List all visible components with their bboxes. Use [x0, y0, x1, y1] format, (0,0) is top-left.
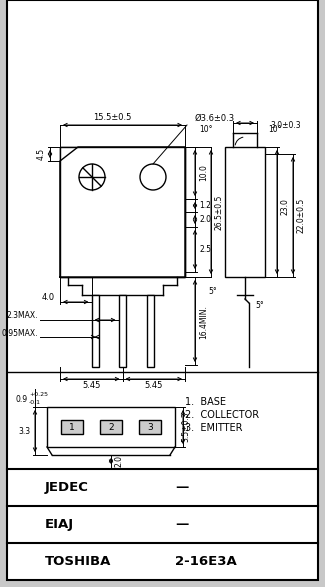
Text: +0.25: +0.25	[29, 392, 48, 396]
Bar	[100, 420, 122, 434]
Text: 3.  EMITTER: 3. EMITTER	[185, 423, 242, 433]
Text: 1.  BASE: 1. BASE	[185, 397, 226, 407]
Text: Ø3.6±0.3: Ø3.6±0.3	[195, 113, 235, 123]
Text: 4.0: 4.0	[42, 292, 55, 302]
Text: 3: 3	[147, 423, 153, 431]
Text: 3.0±0.3: 3.0±0.3	[270, 120, 301, 130]
Text: 26.5±0.5: 26.5±0.5	[215, 194, 224, 230]
Text: 0.95MAX.: 0.95MAX.	[2, 329, 38, 338]
Text: 4.5: 4.5	[37, 148, 46, 160]
Text: EIAJ: EIAJ	[45, 518, 74, 531]
Text: 2.5: 2.5	[199, 245, 211, 254]
Bar	[61, 420, 83, 434]
Text: 2.  COLLECTOR: 2. COLLECTOR	[185, 410, 259, 420]
Text: —: —	[175, 481, 188, 494]
Text: 2-16E3A: 2-16E3A	[175, 555, 237, 568]
Bar	[119, 295, 125, 367]
Bar	[60, 147, 185, 277]
Text: 1: 1	[69, 423, 75, 431]
Bar	[225, 147, 265, 277]
Text: 15.5±0.5: 15.5±0.5	[93, 113, 132, 123]
Text: 5°: 5°	[255, 301, 264, 309]
Text: —: —	[175, 518, 188, 531]
Text: 10.0: 10.0	[199, 164, 208, 181]
Text: 1.2: 1.2	[199, 201, 211, 210]
Bar	[147, 295, 153, 367]
Text: 5.45: 5.45	[82, 382, 100, 390]
Text: 16.4MIN.: 16.4MIN.	[199, 305, 208, 339]
Text: -0.1: -0.1	[29, 400, 41, 404]
Bar	[47, 407, 175, 447]
Text: 10°: 10°	[268, 124, 281, 133]
Text: 10°: 10°	[200, 124, 213, 133]
Text: 5.45: 5.45	[145, 382, 163, 390]
Text: 23.0: 23.0	[281, 198, 290, 215]
Text: 2.3MAX.: 2.3MAX.	[6, 312, 38, 321]
Text: JEDEC: JEDEC	[45, 481, 89, 494]
Text: 2.0: 2.0	[115, 455, 124, 467]
Text: 0.9: 0.9	[16, 394, 28, 403]
Text: 2: 2	[108, 423, 114, 431]
Text: 3.3: 3.3	[19, 427, 31, 436]
Bar	[139, 420, 161, 434]
Text: TOSHIBA: TOSHIBA	[45, 555, 111, 568]
Text: 2.0: 2.0	[199, 215, 211, 224]
Text: 5°: 5°	[208, 286, 217, 295]
Bar	[92, 295, 98, 367]
Text: 5.5±0.3: 5.5±0.3	[181, 411, 190, 443]
Bar	[60, 147, 185, 277]
Text: 22.0±0.5: 22.0±0.5	[297, 198, 306, 233]
